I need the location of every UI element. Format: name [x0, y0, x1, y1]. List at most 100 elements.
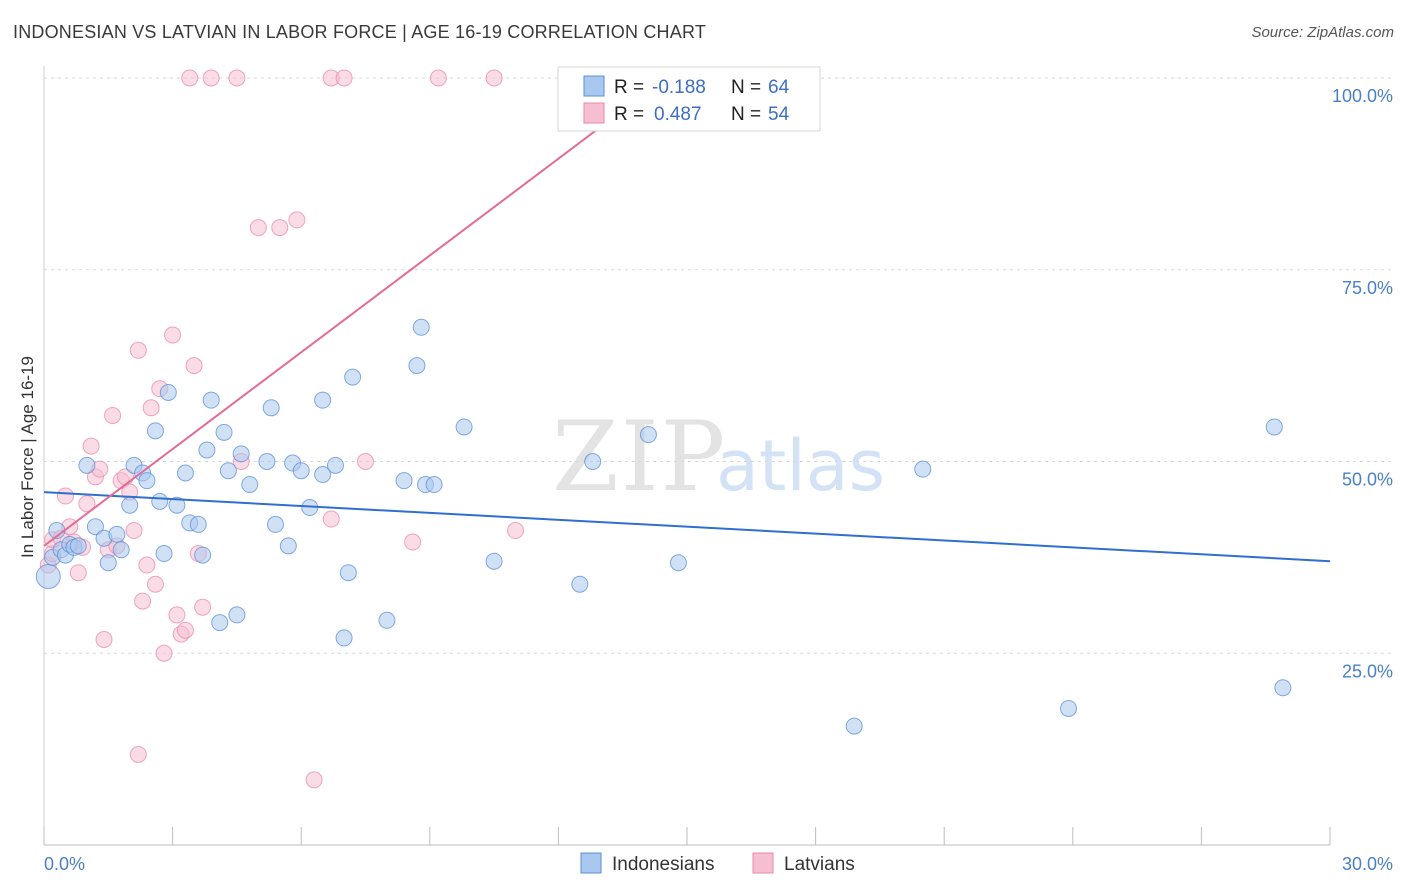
indonesians-point [344, 368, 362, 386]
indonesians-point [215, 423, 233, 441]
trend-lines [43, 77, 1331, 563]
latvians-point [271, 219, 289, 237]
indonesians-point [146, 422, 164, 440]
indonesians-r-label: R = [614, 77, 644, 98]
indonesians-point [159, 383, 177, 401]
latvians-point [322, 510, 340, 528]
latvians-point [429, 69, 447, 87]
latvians-point [485, 69, 503, 87]
latvians-point [507, 522, 525, 540]
gridlines [44, 77, 1393, 654]
indonesians-point [176, 464, 194, 482]
series-legend: Indonesians Latvians [580, 852, 855, 875]
indonesians-point [639, 426, 657, 444]
indonesians-point [408, 357, 426, 375]
latvians-point [194, 598, 212, 616]
indonesians-point [378, 611, 396, 629]
indonesians-point [198, 441, 216, 459]
latvians-swatch [583, 102, 605, 124]
indonesians-trend-line [43, 491, 1331, 563]
indonesians-point [584, 453, 602, 470]
watermark: ZIP atlas [552, 401, 885, 513]
indonesians-point [1265, 418, 1283, 436]
indonesians-point [194, 546, 212, 564]
indonesians-point [138, 472, 156, 490]
latvians-point [129, 745, 147, 763]
indonesians-point [845, 717, 863, 735]
indonesians-point [571, 575, 589, 593]
indonesians-point [455, 418, 473, 436]
indonesians-point [669, 554, 687, 572]
indonesians-point [228, 606, 246, 624]
latvians-point [176, 621, 194, 639]
indonesians-point [485, 552, 503, 570]
latvians-point [249, 219, 267, 237]
y-tick-label-75: 75.0% [1342, 278, 1393, 298]
indonesians-point [35, 564, 61, 590]
latvians-point [69, 564, 87, 582]
latvians-r-label: R = [614, 104, 644, 125]
latvians-point [95, 630, 113, 648]
latvians-point [56, 487, 74, 505]
indonesians-point [326, 456, 344, 474]
latvians-point [104, 406, 122, 424]
latvians-point [164, 326, 182, 344]
latvians-point [335, 69, 353, 87]
x-tick-label-max: 30.0% [1342, 854, 1393, 874]
legend-latvians-swatch [752, 852, 774, 874]
indonesians-point [258, 453, 276, 470]
indonesians-point [189, 515, 207, 533]
latvians-point [185, 357, 203, 375]
y-axis-label: In Labor Force | Age 16-19 [18, 356, 37, 558]
indonesians-point [151, 492, 169, 510]
indonesians-point [412, 318, 430, 336]
indonesians-n-label: N = [731, 77, 761, 98]
indonesians-point [314, 391, 332, 409]
indonesians-point [314, 466, 332, 484]
indonesians-point [108, 525, 126, 543]
indonesians-point [395, 472, 413, 490]
latvians-point [142, 399, 160, 417]
latvians-point [288, 211, 306, 229]
indonesians-r-value: -0.188 [652, 77, 706, 98]
indonesians-point [168, 496, 186, 514]
indonesians-point [339, 564, 357, 582]
latvians-point [78, 495, 96, 513]
indonesians-point [99, 554, 117, 572]
latvians-point [146, 575, 164, 593]
indonesians-point [266, 515, 284, 533]
latvians-point [134, 592, 152, 610]
indonesians-point [262, 399, 280, 417]
indonesians-point [211, 614, 229, 632]
indonesians-point [219, 462, 237, 480]
latvians-point [129, 341, 147, 359]
indonesians-point [78, 456, 96, 474]
indonesians-point [241, 476, 259, 494]
latvians-point [404, 533, 422, 551]
stats-legend: R = -0.188 N = 64 R = 0.487 N = 54 [557, 66, 821, 132]
indonesians-point [112, 541, 130, 559]
legend-latvians-label: Latvians [784, 854, 855, 875]
indonesians-point [1060, 699, 1078, 717]
latvians-point [138, 556, 156, 574]
indonesians-point [279, 537, 297, 555]
indonesians-point [425, 476, 443, 494]
legend-indonesians-swatch [580, 852, 602, 874]
indonesians-point [232, 445, 250, 463]
latvians-point [202, 69, 220, 87]
latvians-point [168, 606, 186, 624]
chart-title: INDONESIAN VS LATVIAN IN LABOR FORCE | A… [13, 22, 707, 42]
y-tick-label-25: 25.0% [1342, 661, 1393, 681]
indonesians-point [121, 496, 139, 514]
latvians-point [357, 453, 374, 470]
latvians-point [228, 69, 246, 87]
indonesians-point [69, 537, 87, 555]
source-credit: Source: ZipAtlas.com [1251, 24, 1394, 41]
indonesians-point [155, 545, 173, 563]
latvians-point [82, 437, 100, 455]
latvians-r-value: 0.487 [654, 104, 702, 125]
indonesians-point [292, 462, 310, 480]
x-tick-label-min: 0.0% [44, 854, 85, 874]
indonesians-n-value: 64 [768, 77, 790, 98]
